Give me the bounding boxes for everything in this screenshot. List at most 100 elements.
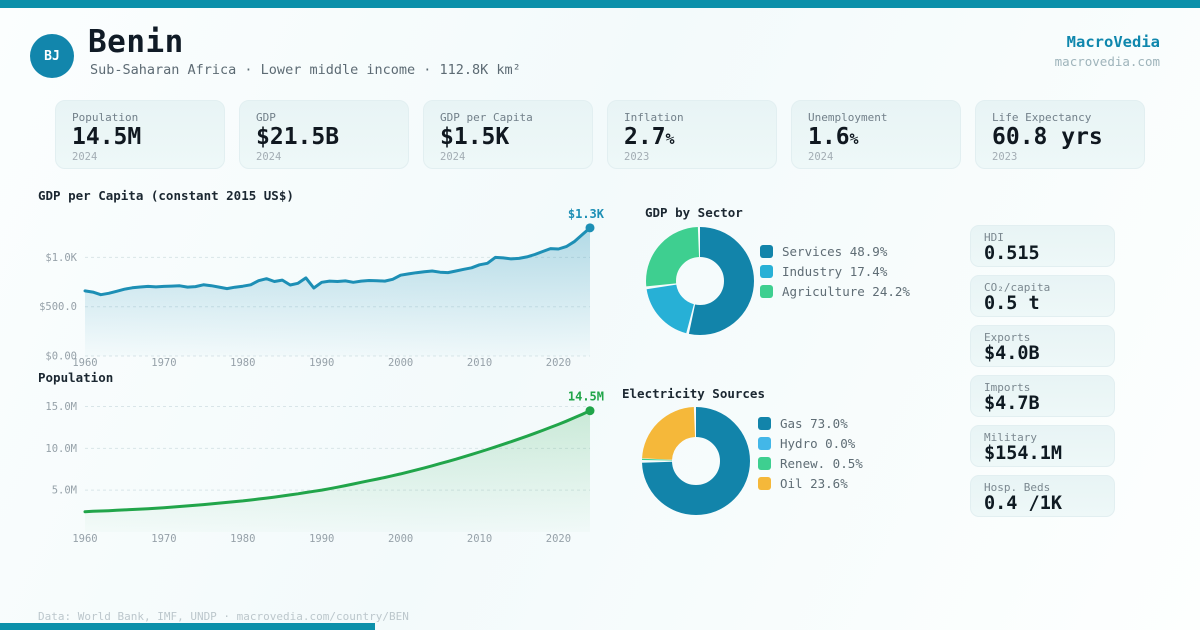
legend-label: Renew. 0.5%	[780, 456, 863, 471]
stat-card-gdp: GDP $21.5B 2024	[239, 100, 409, 169]
stat-label: Life Expectancy	[992, 111, 1092, 124]
electricity-sources-legend: Gas 73.0% Hydro 0.0% Renew. 0.5% Oil 23.6%	[758, 416, 863, 491]
population-chart: 5.0M 10.0M 15.0M 1960 1970 1980 1990 2000 2010 20…	[45, 390, 604, 544]
x-axis-tick-label: 1970	[151, 533, 176, 544]
legend-item: Industry 17.4%	[760, 264, 910, 279]
end-point-label: $1.3K	[568, 207, 605, 221]
stat-year: 2024	[808, 151, 834, 164]
stat-year: 2024	[256, 151, 282, 164]
line-series	[83, 226, 592, 297]
legend-item: Services 48.9%	[760, 244, 910, 259]
kpi-value: 0.515	[984, 243, 1040, 265]
kpi-card-exports: Exports $4.0B	[970, 325, 1115, 367]
stat-card-gdp-per-capita: GDP per Capita $1.5K 2024	[423, 100, 593, 169]
stat-year: 2023	[624, 151, 650, 164]
stat-value: 60.8 yrs	[992, 124, 1103, 150]
stats-row: Population 14.5M 2024 GDP $21.5B 2024 GD…	[55, 100, 1145, 169]
kpi-label: Military	[984, 431, 1037, 444]
x-axis-tick-label: 1960	[72, 533, 97, 544]
legend-item: Hydro 0.0%	[758, 436, 863, 451]
kpi-card-imports: Imports $4.7B	[970, 375, 1115, 417]
kpi-value: 0.5 t	[984, 293, 1040, 315]
electricity-sources-title: Electricity Sources	[622, 386, 765, 401]
legend-label: Hydro 0.0%	[780, 436, 856, 451]
legend-item: Renew. 0.5%	[758, 456, 863, 471]
stat-value: $21.5B	[256, 124, 340, 150]
donut-segment-gas	[642, 407, 750, 515]
kpi-label: Imports	[984, 381, 1031, 394]
legend-item: Agriculture 24.2%	[760, 284, 910, 299]
x-axis-tick-label: 1980	[230, 357, 255, 368]
y-axis-tick-label: 10.0M	[45, 443, 77, 455]
x-axis-tick-label: 1960	[72, 357, 97, 368]
stat-label: Inflation	[624, 111, 684, 124]
y-axis-tick-label: $500.0	[39, 301, 77, 313]
kpi-card-hdi: HDI 0.515	[970, 225, 1115, 267]
gdp-by-sector-donut	[646, 227, 754, 335]
country-code-badge: BJ	[30, 34, 74, 78]
y-axis-tick-label: $1.0K	[45, 252, 77, 264]
gdp-per-capita-chart-title: GDP per Capita (constant 2015 US$)	[38, 188, 294, 203]
kpi-value: 0.4 /1K	[984, 493, 1062, 515]
x-axis-tick-label: 1970	[151, 357, 176, 368]
stat-label: Unemployment	[808, 111, 888, 124]
legend-label: Agriculture 24.2%	[782, 284, 910, 299]
kpi-card-hospital-beds: Hosp. Beds 0.4 /1K	[970, 475, 1115, 517]
gdp-by-sector-legend: Services 48.9% Industry 17.4% Agriculture …	[760, 244, 910, 299]
legend-swatch	[758, 477, 771, 490]
legend-swatch	[758, 437, 771, 450]
x-axis-tick-label: 2000	[388, 533, 413, 544]
legend-label: Industry 17.4%	[782, 264, 888, 279]
kpi-column: HDI 0.515 CO₂/capita 0.5 t Exports $4.0B…	[970, 225, 1115, 517]
population-chart-title: Population	[38, 370, 114, 385]
legend-swatch	[760, 265, 773, 278]
electricity-sources-donut	[642, 407, 750, 515]
brand-domain: macrovedia.com	[1054, 54, 1160, 69]
stat-year: 2023	[992, 151, 1018, 164]
line-series	[83, 409, 592, 514]
legend-item: Oil 23.6%	[758, 476, 863, 491]
legend-swatch	[758, 457, 771, 470]
stat-value: 2.7%	[624, 124, 675, 150]
gdp-per-capita-chart: $0.00 $500.0 $1.0K 1960 1970 1980 1990 2000 2010…	[39, 207, 605, 368]
x-axis-tick-label: 1980	[230, 533, 255, 544]
kpi-value: $4.7B	[984, 393, 1040, 415]
brand-name: MacroVedia	[1066, 33, 1160, 51]
area-fill	[85, 410, 590, 532]
kpi-card-military: Military $154.1M	[970, 425, 1115, 467]
stat-card-unemployment: Unemployment 1.6% 2024	[791, 100, 961, 169]
end-point-dot	[585, 223, 595, 233]
kpi-value: $154.1M	[984, 443, 1062, 465]
data-sources-footer: Data: World Bank, IMF, UNDP · macrovedia…	[38, 610, 409, 623]
stat-value: 1.6%	[808, 124, 859, 150]
legend-label: Oil 23.6%	[780, 476, 848, 491]
legend-swatch	[758, 417, 771, 430]
donut-segment-services	[646, 227, 754, 335]
y-axis-tick-label: 5.0M	[52, 485, 77, 497]
donut-segment-agriculture	[646, 227, 754, 335]
x-axis-tick-label: 2000	[388, 357, 413, 368]
legend-label: Gas 73.0%	[780, 416, 848, 431]
kpi-label: CO₂/capita	[984, 281, 1051, 294]
stat-year: 2024	[440, 151, 466, 164]
x-axis-tick-label: 2020	[546, 533, 571, 544]
stat-year: 2024	[72, 151, 98, 164]
page-title: Benin	[88, 24, 184, 60]
country-subtitle: Sub-Saharan Africa · Lower middle income…	[90, 62, 521, 78]
country-code: BJ	[44, 48, 60, 64]
x-axis-tick-label: 2010	[467, 357, 492, 368]
end-point-dot	[585, 406, 595, 416]
legend-item: Gas 73.0%	[758, 416, 863, 431]
kpi-value: $4.0B	[984, 343, 1040, 365]
legend-swatch	[760, 285, 773, 298]
stat-value: $1.5K	[440, 124, 510, 150]
y-axis-tick-label: $0.00	[45, 351, 77, 363]
legend-label: Services 48.9%	[782, 244, 888, 259]
stat-value: 14.5M	[72, 124, 142, 150]
kpi-card-co2: CO₂/capita 0.5 t	[970, 275, 1115, 317]
stat-label: Population	[72, 111, 139, 124]
gdp-by-sector-title: GDP by Sector	[645, 205, 743, 220]
kpi-label: Hosp. Beds	[984, 481, 1051, 494]
stat-label: GDP per Capita	[440, 111, 533, 124]
